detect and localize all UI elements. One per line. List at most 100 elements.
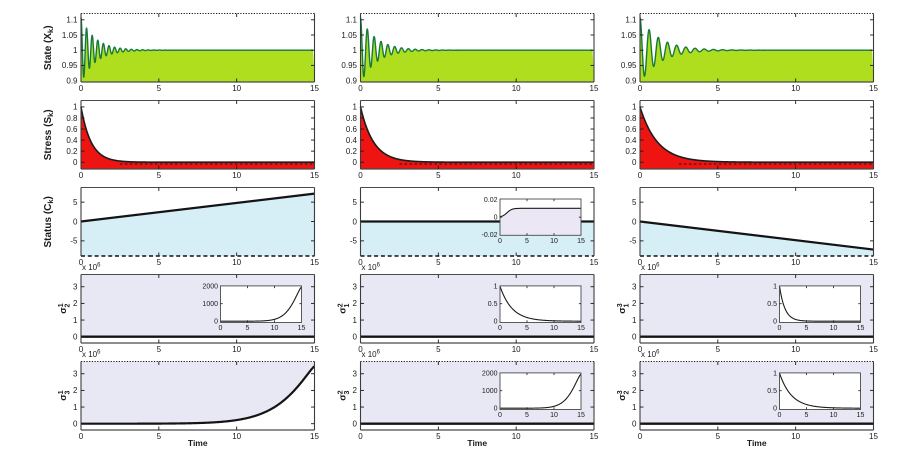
svg-text:15: 15 xyxy=(298,325,306,332)
svg-text:2000: 2000 xyxy=(202,284,218,291)
svg-text:1: 1 xyxy=(73,316,78,325)
svg-text:10: 10 xyxy=(232,432,241,441)
svg-text:15: 15 xyxy=(869,171,878,180)
svg-text:0: 0 xyxy=(73,158,78,167)
svg-text:1: 1 xyxy=(773,284,777,291)
svg-text:10: 10 xyxy=(512,258,521,267)
svg-text:0.2: 0.2 xyxy=(625,147,637,156)
svg-text:0: 0 xyxy=(353,158,358,167)
svg-text:0.2: 0.2 xyxy=(346,147,358,156)
svg-text:0.9: 0.9 xyxy=(66,76,78,85)
svg-text:10: 10 xyxy=(791,345,800,354)
svg-text:15: 15 xyxy=(869,258,878,267)
svg-text:1: 1 xyxy=(353,46,358,55)
svg-text:x 106: x 106 xyxy=(362,263,381,272)
svg-text:0: 0 xyxy=(638,432,643,441)
svg-text:0.2: 0.2 xyxy=(66,147,78,156)
svg-text:0: 0 xyxy=(778,412,782,419)
svg-text:1: 1 xyxy=(353,403,358,412)
svg-text:0.4: 0.4 xyxy=(625,136,637,145)
svg-text:10: 10 xyxy=(512,171,521,180)
svg-text:0: 0 xyxy=(638,84,643,93)
svg-text:10: 10 xyxy=(791,171,800,180)
svg-text:0.6: 0.6 xyxy=(66,125,78,134)
svg-text:0: 0 xyxy=(498,238,502,245)
svg-text:15: 15 xyxy=(869,84,878,93)
svg-text:1.1: 1.1 xyxy=(346,16,358,25)
svg-text:5: 5 xyxy=(246,325,250,332)
svg-text:1: 1 xyxy=(632,316,637,325)
svg-text:1: 1 xyxy=(632,46,637,55)
svg-text:15: 15 xyxy=(869,432,878,441)
svg-text:10: 10 xyxy=(830,325,838,332)
svg-text:0.95: 0.95 xyxy=(341,61,357,70)
svg-text:15: 15 xyxy=(590,345,599,354)
svg-text:5: 5 xyxy=(805,412,809,419)
svg-text:0.8: 0.8 xyxy=(346,114,358,123)
svg-text:2: 2 xyxy=(632,299,637,308)
svg-text:0.02: 0.02 xyxy=(484,197,498,204)
svg-text:3: 3 xyxy=(353,370,358,379)
svg-text:0.4: 0.4 xyxy=(66,136,78,145)
svg-text:10: 10 xyxy=(550,412,558,419)
svg-text:0: 0 xyxy=(632,420,637,429)
svg-text:0: 0 xyxy=(498,412,502,419)
svg-text:σ31: σ31 xyxy=(617,303,631,314)
svg-text:0: 0 xyxy=(73,217,78,226)
svg-text:0.8: 0.8 xyxy=(625,114,637,123)
svg-text:0: 0 xyxy=(632,217,637,226)
svg-text:15: 15 xyxy=(869,345,878,354)
svg-text:1: 1 xyxy=(73,403,78,412)
svg-text:-5: -5 xyxy=(350,237,358,246)
svg-text:1: 1 xyxy=(73,46,78,55)
svg-text:10: 10 xyxy=(512,432,521,441)
svg-text:5: 5 xyxy=(525,325,529,332)
svg-text:10: 10 xyxy=(791,84,800,93)
svg-text:0: 0 xyxy=(773,319,777,326)
svg-text:1: 1 xyxy=(494,284,498,291)
svg-text:0: 0 xyxy=(73,333,78,342)
svg-text:0: 0 xyxy=(778,325,782,332)
svg-text:0.4: 0.4 xyxy=(346,136,358,145)
svg-text:10: 10 xyxy=(830,412,838,419)
svg-text:10: 10 xyxy=(791,432,800,441)
svg-text:3: 3 xyxy=(632,370,637,379)
svg-text:0: 0 xyxy=(79,432,84,441)
svg-text:15: 15 xyxy=(590,258,599,267)
svg-text:5: 5 xyxy=(716,345,721,354)
svg-text:0: 0 xyxy=(358,432,363,441)
svg-text:1.05: 1.05 xyxy=(62,31,78,40)
svg-text:1.05: 1.05 xyxy=(621,31,637,40)
svg-text:15: 15 xyxy=(857,325,865,332)
svg-text:0.5: 0.5 xyxy=(767,301,777,308)
svg-text:10: 10 xyxy=(512,345,521,354)
svg-text:15: 15 xyxy=(590,84,599,93)
svg-text:10: 10 xyxy=(232,345,241,354)
svg-text:10: 10 xyxy=(232,171,241,180)
svg-text:-0.02: -0.02 xyxy=(482,232,498,239)
svg-text:1000: 1000 xyxy=(482,388,498,395)
svg-text:0: 0 xyxy=(773,406,777,413)
svg-text:0: 0 xyxy=(494,319,498,326)
svg-text:0: 0 xyxy=(498,325,502,332)
svg-text:0.8: 0.8 xyxy=(66,114,78,123)
svg-text:0: 0 xyxy=(494,215,498,222)
svg-text:1.05: 1.05 xyxy=(341,31,357,40)
svg-text:15: 15 xyxy=(310,171,319,180)
svg-text:15: 15 xyxy=(577,238,585,245)
svg-text:2: 2 xyxy=(353,299,358,308)
svg-text:σ21: σ21 xyxy=(337,303,351,314)
svg-text:15: 15 xyxy=(590,432,599,441)
svg-text:15: 15 xyxy=(310,258,319,267)
svg-text:Time: Time xyxy=(467,438,487,448)
svg-text:5: 5 xyxy=(73,198,78,207)
svg-text:10: 10 xyxy=(232,84,241,93)
svg-text:5: 5 xyxy=(436,171,441,180)
svg-text:σ13: σ13 xyxy=(58,390,72,401)
svg-text:5: 5 xyxy=(436,258,441,267)
svg-text:0: 0 xyxy=(632,333,637,342)
svg-text:10: 10 xyxy=(550,325,558,332)
svg-text:5: 5 xyxy=(157,84,162,93)
svg-text:0.5: 0.5 xyxy=(767,388,777,395)
svg-text:0: 0 xyxy=(73,420,78,429)
